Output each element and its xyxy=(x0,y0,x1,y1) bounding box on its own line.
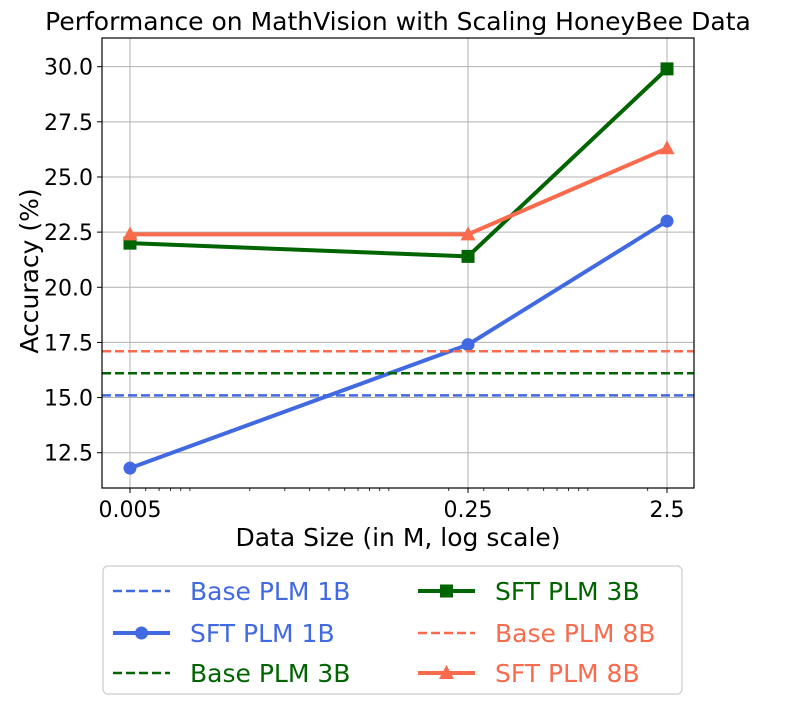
legend-item-base-plm-1b: Base PLM 1B xyxy=(113,577,350,606)
y-tick-label: 20.0 xyxy=(44,276,93,301)
legend-label-sft-plm-1b: SFT PLM 1B xyxy=(190,619,335,648)
legend-box xyxy=(102,565,683,695)
data-point-triangle xyxy=(122,226,138,241)
y-tick-label: 30.0 xyxy=(44,56,93,81)
legend-item-sft-plm-3b: SFT PLM 3B xyxy=(418,577,640,606)
ticks: 12.5 15.0 17.5 20.0 22.5 25.0 27.5 30.0 0.005 0.2… xyxy=(44,56,684,523)
y-axis-label: Accuracy (%) xyxy=(15,188,44,353)
data-point-square xyxy=(461,249,475,263)
data-point-triangle xyxy=(439,665,454,679)
legend-label-sft-plm-8b: SFT PLM 8B xyxy=(495,659,640,688)
data-point-triangle xyxy=(659,140,675,155)
series-line-sft-plm-3b xyxy=(129,67,669,259)
series-layer xyxy=(102,62,694,475)
data-point-circle xyxy=(461,338,475,352)
legend-item-base-plm-8b: Base PLM 8B xyxy=(418,619,655,648)
data-point-circle xyxy=(660,214,674,228)
data-point-triangle xyxy=(460,226,476,241)
data-point-circle xyxy=(135,626,148,640)
axes xyxy=(101,37,695,489)
chart-title: Performance on MathVision with Scaling H… xyxy=(45,7,751,36)
grid xyxy=(102,38,694,488)
y-tick-label: 15.0 xyxy=(44,387,93,412)
legend-item-base-plm-3b: Base PLM 3B xyxy=(113,659,350,688)
plot-frame xyxy=(101,37,695,489)
x-tick-label: 0.005 xyxy=(99,498,162,523)
legend: Base PLM 1B SFT PLM 1B Base PLM 3B SFT PLM … xyxy=(102,565,683,695)
data-point-square xyxy=(440,584,453,598)
legend-label-base-plm-3b: Base PLM 3B xyxy=(190,659,350,688)
y-tick-label: 25.0 xyxy=(44,166,93,191)
legend-item-sft-plm-8b: SFT PLM 8B xyxy=(418,659,640,688)
x-tick-label: 0.25 xyxy=(444,498,493,523)
legend-label-base-plm-1b: Base PLM 1B xyxy=(190,577,350,606)
legend-label-sft-plm-3b: SFT PLM 3B xyxy=(495,577,640,606)
legend-label-base-plm-8b: Base PLM 8B xyxy=(495,619,655,648)
x-tick-label: 2.5 xyxy=(650,498,685,523)
series-line-sft-plm-1b xyxy=(129,219,669,471)
y-tick-label: 22.5 xyxy=(44,221,93,246)
data-point-square xyxy=(660,62,674,76)
series-line-sft-plm-8b xyxy=(130,146,668,237)
y-tick-label: 27.5 xyxy=(44,111,93,136)
legend-item-sft-plm-1b: SFT PLM 1B xyxy=(113,619,335,648)
data-point-circle xyxy=(123,461,137,475)
y-tick-label: 12.5 xyxy=(44,442,93,467)
x-axis-label: Data Size (in M, log scale) xyxy=(235,523,560,552)
y-tick-label: 17.5 xyxy=(44,331,93,356)
